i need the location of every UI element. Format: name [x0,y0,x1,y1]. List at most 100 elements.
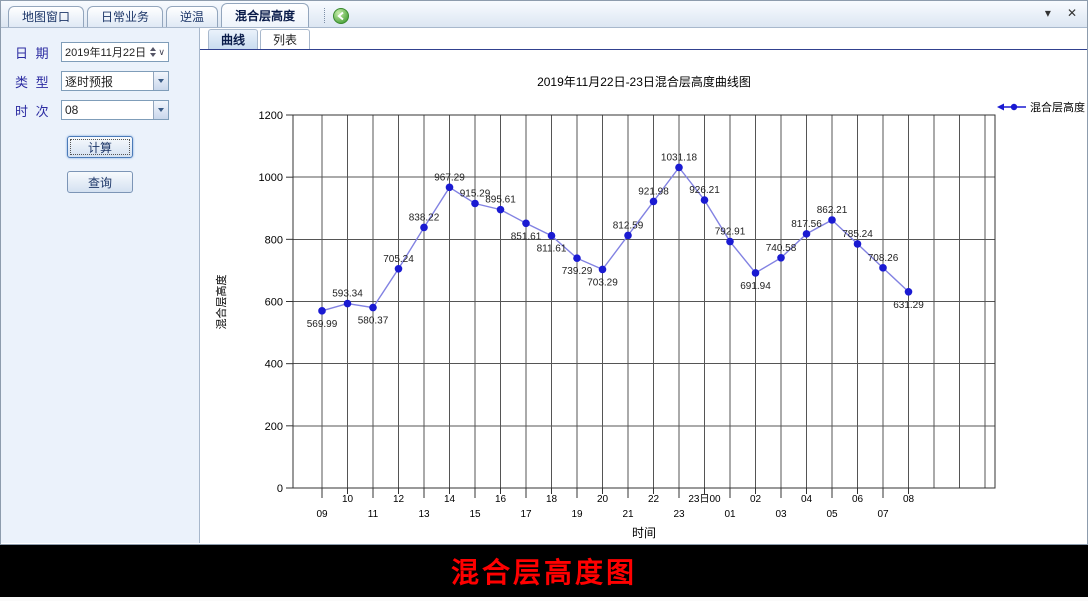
subtab-curve[interactable]: 曲线 [208,29,259,49]
svg-text:1031.18: 1031.18 [661,152,698,163]
svg-text:时间: 时间 [632,526,656,540]
svg-text:593.34: 593.34 [332,289,363,300]
time-dropdown-arrow-icon[interactable] [153,101,168,119]
window-controls: ▾ ✕ [1045,5,1077,21]
svg-text:08: 08 [903,494,915,505]
type-dropdown-arrow-icon[interactable] [153,72,168,90]
svg-text:838.22: 838.22 [409,212,440,223]
svg-text:22: 22 [648,494,660,505]
svg-text:18: 18 [546,494,558,505]
type-label: 类 型 [15,74,51,90]
svg-text:817.56: 817.56 [791,219,822,230]
subtab-list[interactable]: 列表 [260,29,311,49]
tab-mixed-layer-height[interactable]: 混合层高度 [221,3,310,27]
svg-text:740.58: 740.58 [766,243,797,254]
svg-text:13: 13 [418,509,430,520]
svg-text:23: 23 [673,509,685,520]
bottom-strip [0,597,1088,601]
svg-text:691.94: 691.94 [740,281,771,292]
top-tabbar: 地图窗口 日常业务 逆温 混合层高度 ▾ [1,1,1087,28]
date-spinner-icon[interactable] [150,47,157,57]
type-row: 类 型 逐时预报 [15,71,199,91]
svg-text:811.61: 811.61 [537,244,567,255]
collapse-arrow-icon[interactable]: ▾ [1044,6,1051,20]
time-label: 时 次 [15,103,51,119]
svg-text:400: 400 [265,359,283,371]
svg-text:785.24: 785.24 [842,229,873,240]
svg-text:967.29: 967.29 [434,172,465,183]
svg-text:708.26: 708.26 [868,253,899,264]
svg-text:851.61: 851.61 [511,231,542,242]
tab-inversion[interactable]: 逆温 [166,6,219,27]
caption-strip: 混合层高度图 [0,545,1088,597]
type-select[interactable]: 逐时预报 [61,71,169,91]
svg-text:05: 05 [826,509,838,520]
type-value: 逐时预报 [65,74,114,89]
svg-text:10: 10 [342,494,354,505]
svg-text:06: 06 [852,494,864,505]
date-row: 日 期 2019年11月22日 ∨ [15,42,199,62]
tab-map-window[interactable]: 地图窗口 [8,6,85,27]
green-back-circle-icon [333,8,350,24]
svg-text:1000: 1000 [259,172,283,184]
date-value: 2019年11月22日 [65,47,147,59]
svg-text:792.91: 792.91 [715,227,746,238]
window-content: 日 期 2019年11月22日 ∨ 类 型 逐时预报 [1,28,1087,543]
close-icon[interactable]: ✕ [1066,6,1077,20]
svg-text:600: 600 [265,297,283,309]
svg-text:812.59: 812.59 [613,220,644,231]
svg-text:705.24: 705.24 [383,254,414,265]
svg-text:926.21: 926.21 [689,185,720,196]
chart-svg: 0 200 400 600 800 1000 1200 09 10 11 12 13 14 15 16 17 1… [214,74,1085,540]
chevron-down-icon[interactable]: ∨ [158,46,165,57]
svg-text:23日00: 23日00 [688,494,721,505]
svg-text:739.29: 739.29 [562,266,593,277]
svg-text:07: 07 [877,509,889,520]
svg-text:862.21: 862.21 [817,205,848,216]
svg-text:915.29: 915.29 [460,188,491,199]
svg-text:14: 14 [444,494,456,505]
svg-text:895.61: 895.61 [485,195,516,206]
time-row: 时 次 08 [15,100,199,120]
chart-area: 0 200 400 600 800 1000 1200 09 10 11 12 13 14 15 16 17 1… [200,50,1087,543]
svg-text:16: 16 [495,494,507,505]
svg-text:12: 12 [393,494,405,505]
svg-text:混合层高度: 混合层高度 [1030,100,1085,114]
date-input[interactable]: 2019年11月22日 ∨ [61,42,169,62]
caption-text: 混合层高度图 [450,557,637,588]
svg-text:11: 11 [368,509,379,520]
tab-daily-business[interactable]: 日常业务 [87,6,164,27]
time-select[interactable]: 08 [61,100,169,120]
view-subtabs: 曲线 列表 [200,28,1087,50]
svg-text:17: 17 [520,509,532,520]
svg-text:569.99: 569.99 [307,319,338,330]
svg-text:0: 0 [277,483,283,495]
svg-text:09: 09 [316,509,328,520]
svg-text:03: 03 [775,509,787,520]
svg-text:921.98: 921.98 [638,186,669,197]
calculate-button[interactable]: 计算 [67,136,133,158]
svg-text:02: 02 [750,494,762,505]
button-area: 计算 查询 [1,136,199,193]
svg-text:1200: 1200 [259,110,283,122]
svg-text:01: 01 [724,509,736,520]
svg-text:580.37: 580.37 [358,316,389,327]
svg-text:2019年11月22日-23日混合层高度曲线图: 2019年11月22日-23日混合层高度曲线图 [537,74,751,89]
svg-text:21: 21 [622,509,634,520]
parameter-sidebar: 日 期 2019年11月22日 ∨ 类 型 逐时预报 [1,28,200,543]
svg-text:703.29: 703.29 [587,277,618,288]
svg-text:200: 200 [265,421,283,433]
main-panel: 曲线 列表 0 200 400 600 800 1000 1200 09 10 11 12 13 14 1… [200,28,1087,543]
app-window: 地图窗口 日常业务 逆温 混合层高度 ▾ [0,0,1088,545]
svg-text:混合层高度: 混合层高度 [214,275,228,330]
date-label: 日 期 [15,45,51,61]
svg-text:19: 19 [571,509,583,520]
svg-text:15: 15 [469,509,481,520]
query-button[interactable]: 查询 [67,171,133,193]
svg-text:800: 800 [265,234,283,246]
svg-text:631.29: 631.29 [893,300,924,311]
green-nav-button[interactable] [332,7,350,25]
svg-text:20: 20 [597,494,609,505]
tab-separator [324,8,326,23]
